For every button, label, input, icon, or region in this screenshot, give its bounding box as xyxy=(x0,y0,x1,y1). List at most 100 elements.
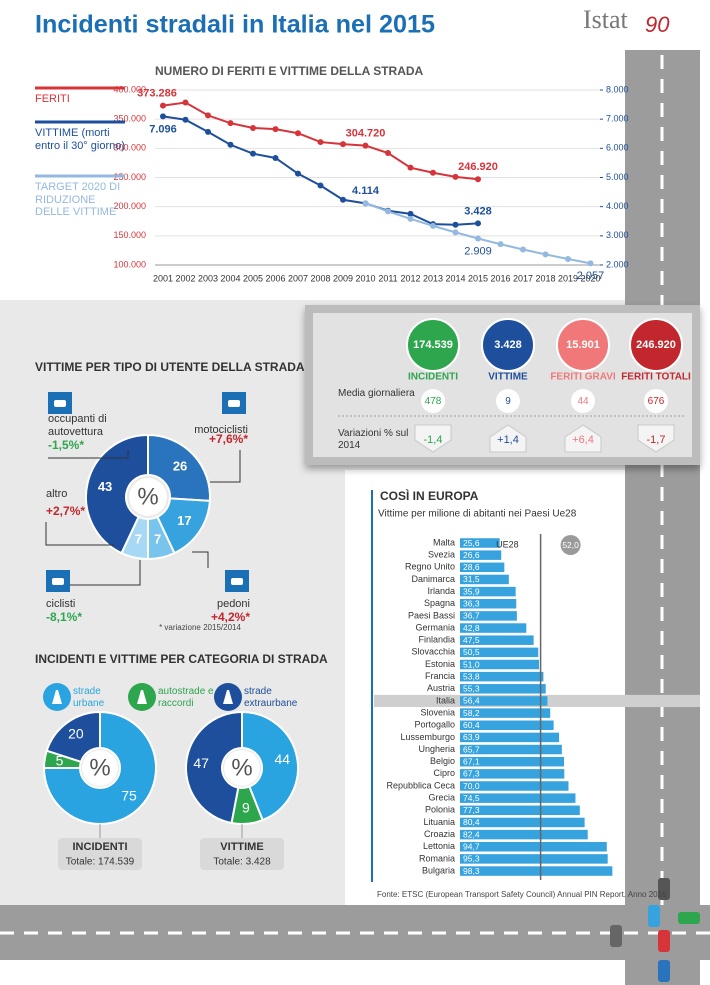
bar xyxy=(460,769,565,779)
icon-glyph xyxy=(231,578,243,585)
data-point xyxy=(497,241,504,248)
x-tick-label: 2018 xyxy=(535,273,555,283)
data-point xyxy=(362,200,369,207)
donut-hole xyxy=(82,750,118,786)
data-point xyxy=(205,112,211,119)
change-label: -1,5%* xyxy=(48,438,84,452)
data-label: 4.114 xyxy=(352,185,380,197)
bar xyxy=(460,574,509,585)
daily-circle xyxy=(421,389,445,413)
data-point xyxy=(362,142,369,149)
bar xyxy=(460,854,608,864)
value-label: 50,5 xyxy=(463,647,480,657)
segment-label: 47 xyxy=(193,755,209,771)
data-point xyxy=(295,170,301,177)
legend-label: FERITI xyxy=(35,93,70,105)
category-label: Regno Unito xyxy=(405,562,455,572)
segment-label: 44 xyxy=(274,751,290,767)
x-tick-label: 2020 xyxy=(580,273,600,283)
segment-label: 5 xyxy=(56,752,64,768)
bar xyxy=(460,744,562,755)
data-point xyxy=(520,246,526,253)
data-point xyxy=(160,113,166,120)
car xyxy=(610,925,622,947)
y-tick-label: 350.000 xyxy=(113,114,146,124)
bar xyxy=(460,842,607,852)
category-label: motociclisti xyxy=(194,424,248,436)
segment-label: 7 xyxy=(154,531,161,546)
category-label: Svezia xyxy=(428,550,455,560)
bar xyxy=(460,817,585,828)
y2-tick-label: 4.000 xyxy=(606,201,629,211)
daily-circle xyxy=(571,389,595,413)
category-label: Germania xyxy=(415,622,455,632)
value-label: 26,6 xyxy=(463,550,480,560)
category-label: Slovenia xyxy=(420,707,455,717)
donut-segment xyxy=(147,433,211,502)
car xyxy=(678,912,700,924)
x-tick-label: 2019 xyxy=(558,273,578,283)
value-label: 58,2 xyxy=(463,708,480,718)
category-label: Lussemburgo xyxy=(400,732,455,742)
x-tick-label: 2006 xyxy=(265,273,285,283)
legend-glyph xyxy=(52,690,62,704)
kpi-value: 3.428 xyxy=(494,339,522,351)
connector xyxy=(210,450,241,483)
connector xyxy=(45,522,114,546)
bar xyxy=(460,647,539,658)
category-label: Francia xyxy=(425,671,455,681)
daily-circle xyxy=(496,389,520,413)
x-tick-label: 2004 xyxy=(220,273,240,283)
data-point xyxy=(475,220,481,227)
icon-glyph xyxy=(228,400,240,407)
chart-title: NUMERO DI FERITI E VITTIME DELLA STRADA xyxy=(155,64,424,78)
category-label: Spagna xyxy=(424,598,455,608)
data-point xyxy=(565,256,571,263)
category-label: Malta xyxy=(433,537,455,547)
daily-value: 44 xyxy=(577,396,589,407)
bar xyxy=(460,708,551,718)
change-arrow xyxy=(489,424,527,453)
category-label: Bulgaria xyxy=(422,865,455,875)
data-point xyxy=(182,116,189,123)
caption-total: Totale: 3.428 xyxy=(213,857,271,868)
x-tick-label: 2010 xyxy=(355,273,375,283)
chart-subtitle: Vittime per milione di abitanti nei Paes… xyxy=(378,509,577,520)
category-label: Repubblica Ceca xyxy=(386,780,455,790)
row-label-box: Media giornaliera xyxy=(338,388,415,399)
category-label: Lituania xyxy=(423,817,455,827)
bar xyxy=(460,756,565,767)
value-label: 35,9 xyxy=(463,586,480,596)
connector xyxy=(192,551,209,568)
data-point xyxy=(340,196,346,203)
kpi-value: 15.901 xyxy=(566,339,600,351)
daily-value: 9 xyxy=(505,396,511,407)
data-point xyxy=(227,120,234,127)
legend-glyph xyxy=(223,690,233,704)
category-label: Belgio xyxy=(430,756,455,766)
category-label: Finlandia xyxy=(418,635,455,645)
daily-value: 676 xyxy=(648,396,665,407)
change-value: -1,7 xyxy=(647,434,666,446)
category-label: Austria xyxy=(427,683,455,693)
road-horizontal xyxy=(0,905,710,960)
category-label: Romania xyxy=(419,853,455,863)
y2-tick-label: 6.000 xyxy=(606,143,629,153)
change-arrow xyxy=(564,424,602,453)
data-point xyxy=(452,229,459,236)
category-label: occupanti di autovettura xyxy=(48,413,107,438)
category-label-box: motociclisti xyxy=(194,424,248,436)
kpi-label: FERITI TOTALI xyxy=(621,372,691,383)
data-point xyxy=(317,182,324,189)
data-point xyxy=(452,173,459,180)
data-point xyxy=(250,124,256,131)
value-label: 28,6 xyxy=(463,562,480,572)
category-label: Lettonia xyxy=(423,841,455,851)
bar xyxy=(460,781,569,791)
category-label: ciclisti xyxy=(46,598,76,610)
value-label: 95,3 xyxy=(463,854,480,864)
change-value: +1,4 xyxy=(497,434,519,446)
y2-tick-label: 3.000 xyxy=(606,230,629,240)
category-label-box: ciclisti xyxy=(46,598,76,610)
x-tick-label: 2002 xyxy=(175,273,195,283)
